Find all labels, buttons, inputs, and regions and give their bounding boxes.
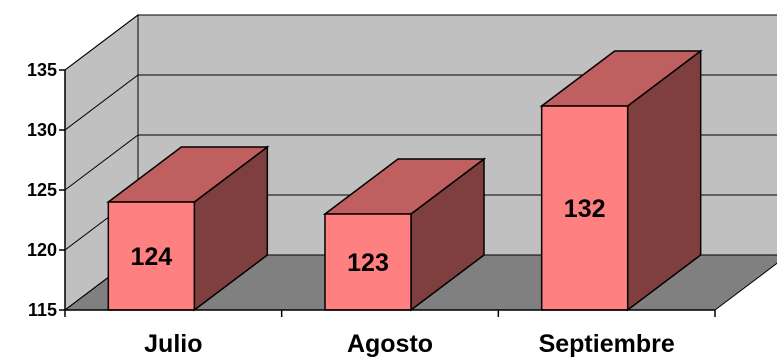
bar: 124 [106,145,270,312]
x-tick-label: Septiembre [539,330,675,358]
data-label: 124 [130,243,172,271]
y-tick-label: 130 [27,120,57,140]
bar: 123 [322,157,487,312]
gridline-side [64,134,139,191]
y-tick-label: 120 [27,240,57,260]
gridline-side [64,14,139,71]
gridline-side [64,74,139,131]
y-tick-label: 125 [27,180,57,200]
bar-front-face [107,201,196,311]
x-tick-label: Agosto [347,330,433,358]
x-tick-label: Julio [144,330,202,358]
bar-front-face [324,213,412,311]
category-axis: Julio Agosto Septiembre [64,309,716,358]
bar: 132 [539,49,703,312]
data-label: 123 [347,249,389,277]
bar-front-face [540,105,629,311]
bars: 124 123 132 [106,49,703,312]
value-axis: 115 120 125 130 135 [27,60,66,320]
data-label: 132 [564,195,606,223]
y-tick-label: 135 [27,60,57,80]
y-tick-label: 115 [28,300,57,320]
